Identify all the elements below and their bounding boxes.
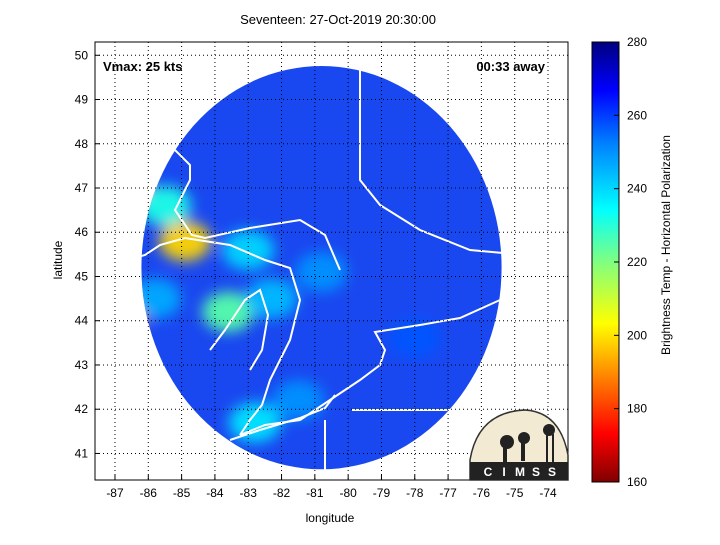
y-tick-label: 49 [75,93,89,107]
x-tick-label: -85 [173,486,191,500]
x-tick-label: -79 [373,486,391,500]
brightness-feature [295,252,348,293]
plot-frame [94,41,569,481]
x-tick-label: -84 [206,486,224,500]
x-axis-label: longitude [306,511,355,525]
x-tick-label: -74 [539,486,557,500]
x-tick-label: -78 [406,486,424,500]
logo-dish-left [500,435,514,449]
colorbar-tick-label: 260 [627,108,647,122]
border-line [209,288,270,371]
logo-mast-left [503,448,507,462]
brightness-feature [202,291,255,332]
brightness-feature [222,229,275,270]
border-line [95,106,341,271]
y-tick-label: 47 [75,181,89,195]
x-tick-label: -76 [473,486,491,500]
x-tick-label: -87 [106,486,124,500]
logo-tower-tank [543,424,555,436]
y-axis-ticks: 41 42 43 44 45 46 47 48 49 50 [75,48,100,460]
colorbar-label: Brightness Temp - Horizontal Polarizatio… [659,135,673,355]
y-tick-label: 46 [75,225,89,239]
logo-band [470,462,568,480]
logo-letter: C [484,465,493,479]
colorbar-ticks: 160 180 200 220 240 260 280 [614,35,647,489]
colorbar-tick-label: 220 [627,255,647,269]
y-axis-label: latitude [51,240,65,279]
colorbar-tick-label: 180 [627,402,647,416]
border-line [352,394,568,411]
brightness-feature [228,402,281,443]
colorbar-tick-label: 200 [627,328,647,342]
grid-lines [95,42,568,480]
border-line [359,42,568,278]
brightness-swath [141,65,502,470]
y-tick-label: 42 [75,402,89,416]
border-line [95,236,302,436]
brightness-feature [245,278,298,319]
y-tick-label: 44 [75,314,89,328]
logo-letter: S [548,465,556,479]
colorbar-tick-label: 240 [627,182,647,196]
coastlines-borders [95,42,568,480]
time-away-annotation: 00:33 away [476,59,545,74]
x-tick-label: -82 [273,486,291,500]
brightness-feature [272,380,325,421]
x-axis-ticks: -87 -86 -85 -84 -83 -82 -81 -80 -79 -78 -77 -76 -75 -… [106,475,557,500]
x-tick-label: -81 [306,486,324,500]
border-line [95,421,189,480]
y-tick-label: 45 [75,269,89,283]
x-tick-label: -83 [240,486,258,500]
logo-dish-right [518,432,530,444]
brightness-feature [158,221,211,262]
border-line [95,284,141,386]
x-tick-label: -80 [339,486,357,500]
brightness-features [141,123,502,443]
logo-tower-leg [546,434,548,462]
logo-mast-right [521,443,525,461]
vmax-annotation: Vmax: 25 kts [103,59,183,74]
y-tick-label: 48 [75,137,89,151]
x-tick-label: -75 [506,486,524,500]
logo-tower-leg [552,434,554,462]
logo-letter: M [515,465,525,479]
colorbar-tick-label: 280 [627,35,647,49]
y-tick-label: 50 [75,48,89,62]
y-tick-label: 43 [75,358,89,372]
x-tick-label: -86 [140,486,158,500]
logo-letter: S [532,465,540,479]
x-tick-label: -77 [439,486,457,500]
colorbar-tick-label: 160 [627,475,647,489]
border-line [239,279,566,436]
logo-letter: I [502,465,505,479]
chart-title: Seventeen: 27-Oct-2019 20:30:00 [240,12,436,27]
plot-area [95,42,568,480]
y-tick-label: 41 [75,446,89,460]
border-line [229,394,336,441]
